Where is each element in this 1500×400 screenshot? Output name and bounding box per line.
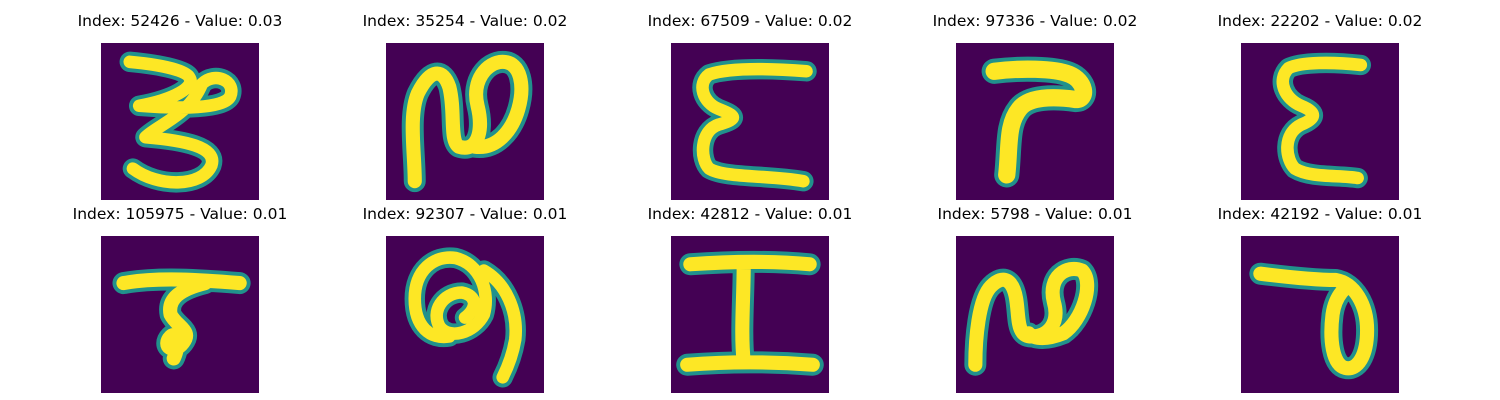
panel: Index: 42192 - Value: 0.01 bbox=[1190, 201, 1450, 393]
panel: Index: 42812 - Value: 0.01 bbox=[620, 201, 880, 393]
character-image bbox=[671, 43, 829, 200]
panel: Index: 5798 - Value: 0.01 bbox=[905, 201, 1165, 393]
panel: Index: 97336 - Value: 0.02 bbox=[905, 8, 1165, 200]
character-image bbox=[671, 236, 829, 393]
character-image bbox=[386, 236, 544, 393]
character-image bbox=[956, 236, 1114, 393]
panel: Index: 92307 - Value: 0.01 bbox=[335, 201, 595, 393]
panel-title: Index: 5798 - Value: 0.01 bbox=[937, 205, 1133, 223]
character-image bbox=[956, 43, 1114, 200]
panel: Index: 22202 - Value: 0.02 bbox=[1190, 8, 1450, 200]
panel: Index: 35254 - Value: 0.02 bbox=[335, 8, 595, 200]
panel-title: Index: 35254 - Value: 0.02 bbox=[362, 12, 568, 30]
panel-title: Index: 22202 - Value: 0.02 bbox=[1217, 12, 1423, 30]
panel-title: Index: 67509 - Value: 0.02 bbox=[647, 12, 853, 30]
panel-title: Index: 42192 - Value: 0.01 bbox=[1217, 205, 1423, 223]
character-image bbox=[1241, 43, 1399, 200]
panel-title: Index: 42812 - Value: 0.01 bbox=[647, 205, 853, 223]
character-image bbox=[386, 43, 544, 200]
panel: Index: 67509 - Value: 0.02 bbox=[620, 8, 880, 200]
character-image bbox=[1241, 236, 1399, 393]
panel: Index: 105975 - Value: 0.01 bbox=[50, 201, 310, 393]
panel-title: Index: 92307 - Value: 0.01 bbox=[362, 205, 568, 223]
panel-title: Index: 105975 - Value: 0.01 bbox=[72, 205, 288, 223]
character-image bbox=[101, 43, 259, 200]
character-image bbox=[101, 236, 259, 393]
panel: Index: 52426 - Value: 0.03 bbox=[50, 8, 310, 200]
panel-title: Index: 97336 - Value: 0.02 bbox=[932, 12, 1138, 30]
panel-title: Index: 52426 - Value: 0.03 bbox=[77, 12, 283, 30]
